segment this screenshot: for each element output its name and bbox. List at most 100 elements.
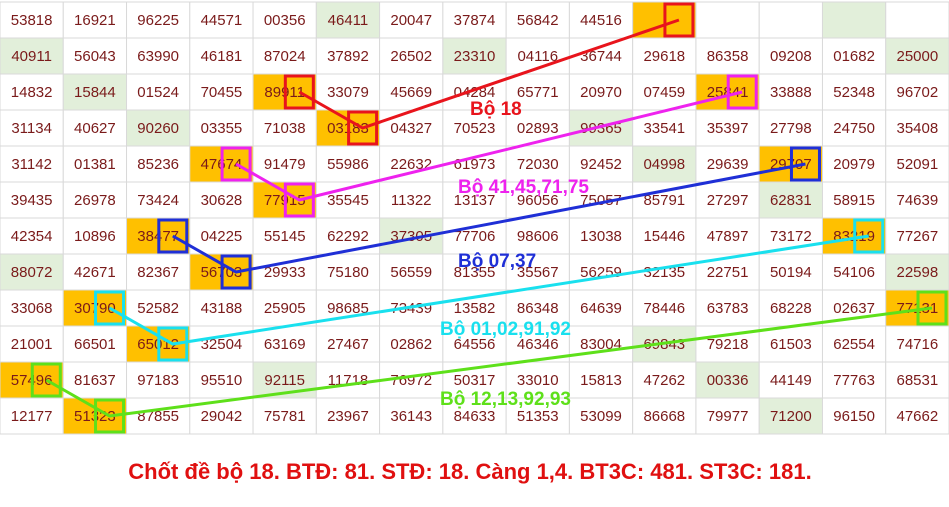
group-line: [298, 18, 680, 130]
cell-number: 84633: [454, 408, 496, 425]
cell-number: 22598: [897, 264, 939, 281]
cell: [821, 325, 887, 363]
group-label: Bộ 18: [470, 99, 522, 120]
cell: [758, 73, 823, 111]
cell-number: 24750: [833, 120, 875, 137]
cell-number: 56043: [74, 48, 116, 65]
cell-number: 46411: [328, 12, 369, 29]
digit-box: [283, 74, 315, 110]
cell: [252, 1, 317, 39]
cell: [126, 73, 191, 111]
cell-number: 23310: [454, 48, 496, 65]
cell-number: 31134: [11, 120, 52, 137]
cell-number: 40911: [11, 48, 52, 65]
cell: [885, 1, 949, 39]
cell-number: 30628: [201, 192, 243, 209]
cell-number: 23967: [327, 408, 369, 425]
digit-box: [853, 218, 885, 254]
cell: [379, 145, 444, 183]
cell: [821, 181, 887, 219]
cell-number: 95510: [201, 372, 243, 389]
cell-number: 13137: [454, 192, 496, 209]
cell: [821, 109, 887, 147]
cell: [695, 361, 760, 399]
digit-box: [916, 290, 948, 326]
cell: [758, 361, 823, 399]
cell-number: 52348: [833, 84, 875, 101]
cell-number: 20047: [390, 12, 432, 29]
cell-number: 02637: [833, 300, 875, 317]
cell: [442, 325, 507, 363]
cell: [568, 217, 634, 255]
cell-number: 13582: [454, 300, 496, 317]
cell-number: 42671: [74, 264, 116, 281]
cell-number: 01381: [74, 156, 116, 173]
digit-box: [94, 290, 126, 326]
cell-number: 26502: [390, 48, 432, 65]
cell-number: 88072: [11, 264, 53, 281]
cell: [62, 73, 128, 111]
cell-number: 35567: [517, 264, 559, 281]
cell-number: 01524: [137, 84, 179, 101]
cell: [885, 361, 949, 399]
cell-number: 03355: [201, 120, 243, 137]
cell-number: 27297: [707, 192, 749, 209]
cell-number: 85236: [137, 156, 179, 173]
cell-number: 79218: [707, 336, 749, 353]
cell: [632, 217, 697, 255]
cell-number: 86358: [707, 48, 749, 65]
cell: [442, 37, 507, 75]
cell-number: 40627: [74, 120, 116, 137]
cell: [695, 37, 760, 75]
cell-number: 45669: [390, 84, 432, 101]
cell: [252, 217, 317, 255]
cell-number: 01682: [833, 48, 875, 65]
cell: [695, 397, 760, 435]
cell: [568, 361, 634, 399]
cell-number: 33010: [517, 372, 559, 389]
cell: [695, 217, 760, 255]
cell-number: 53099: [580, 408, 622, 425]
cell: [189, 217, 254, 255]
cell-number: 29933: [264, 264, 306, 281]
cell: [315, 1, 381, 39]
footer-note: Chốt đề bộ 18. BTĐ: 81. STĐ: 18. Càng 1,…: [128, 459, 811, 484]
cell: [885, 325, 949, 363]
cell-number: 91479: [264, 156, 306, 173]
cell: [126, 253, 191, 291]
cell-number: 75781: [264, 408, 306, 425]
cell-number: 09208: [770, 48, 812, 65]
group-label: Bộ 07,37: [458, 251, 536, 272]
cell: [379, 253, 444, 291]
cell-number: 71200: [770, 408, 812, 425]
cell-number: 97183: [137, 372, 179, 389]
cell-number: 82367: [137, 264, 179, 281]
cell-number: 02893: [517, 120, 559, 137]
cell-number: 96225: [137, 12, 179, 29]
cell: [568, 289, 634, 327]
cell: [0, 397, 64, 435]
cell: [505, 145, 570, 183]
cell-number: 04998: [643, 156, 685, 173]
cell: [62, 37, 128, 75]
cell-number: 98606: [517, 228, 559, 245]
cell-number: 63990: [137, 48, 179, 65]
cell-number: 07459: [643, 84, 685, 101]
cell-number: 62292: [327, 228, 369, 245]
cell: [379, 1, 444, 39]
group-label: Bộ 41,45,71,75: [458, 177, 589, 198]
cell-number: 78446: [643, 300, 685, 317]
cell: [62, 181, 128, 219]
cell-number: 70455: [201, 84, 243, 101]
cell-number: 73172: [770, 228, 812, 245]
cell-number: 35408: [897, 120, 939, 137]
cell-number: 85791: [643, 192, 685, 209]
cell-number: 65771: [517, 84, 559, 101]
cell: [442, 181, 507, 219]
cell-number: 86668: [643, 408, 685, 425]
cell: [885, 217, 949, 255]
cell: [126, 1, 191, 39]
cell-number: 96150: [833, 408, 875, 425]
cell: [315, 397, 381, 435]
cell-number: 46346: [517, 336, 559, 353]
